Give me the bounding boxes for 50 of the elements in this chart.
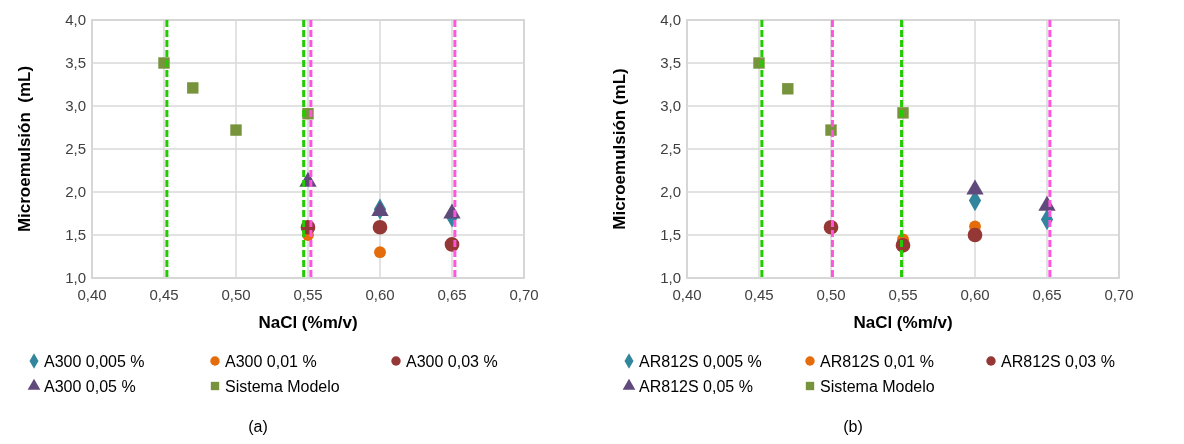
y-tick-label: 1,5: [65, 226, 86, 244]
legend-label: A300 0,01 %: [225, 352, 317, 370]
text: (a): [248, 418, 268, 435]
point: [372, 219, 388, 235]
x-tick-label: 0,60: [960, 286, 990, 303]
legend-label: AR812S 0,03 %: [1001, 352, 1115, 370]
y-tick-label: 4,0: [65, 11, 86, 29]
y-tick-label: 3,5: [660, 54, 681, 72]
x-tick-label: 0,55: [888, 286, 918, 303]
point: [187, 82, 199, 94]
legend-label: AR812S 0,01 %: [820, 352, 934, 370]
y-tick-label: 1,0: [65, 269, 86, 287]
y-tick-label: 1,5: [660, 226, 681, 244]
y-tick-label: 1,0: [660, 269, 681, 287]
y-tick-label: 3,5: [65, 54, 86, 72]
x-tick-label: 0,50: [816, 286, 846, 303]
x-tick-label: 0,45: [149, 286, 179, 303]
x-axis-title: NaCl (%m/v): [258, 313, 358, 332]
x-tick-label: 0,45: [744, 286, 774, 303]
y-tick-label: 3,0: [660, 97, 681, 115]
x-tick-label: 0,55: [293, 286, 323, 303]
x-tick-label: 0,50: [221, 286, 251, 303]
y-tick-label: 3,0: [65, 97, 86, 115]
x-tick-label: 0,60: [365, 286, 395, 303]
legend-label: A300 0,005 %: [44, 352, 145, 370]
x-tick-label: 0,40: [77, 286, 107, 303]
point: [230, 124, 242, 136]
y-axis-title: Microemulsión (mL): [610, 68, 629, 230]
y-tick-label: 2,5: [660, 140, 681, 158]
legend-label: Sistema Modelo: [820, 377, 935, 395]
y-tick-label: 2,5: [65, 140, 86, 158]
y-tick-label: 2,0: [660, 183, 681, 201]
legend-label: AR812S 0,005 %: [639, 352, 762, 370]
point: [782, 83, 794, 95]
x-tick-label: 0,65: [437, 286, 467, 303]
y-tick-label: 4,0: [660, 11, 681, 29]
text: (b): [843, 418, 863, 435]
legend-label: A300 0,05 %: [44, 377, 136, 395]
x-tick-label: 0,40: [672, 286, 702, 303]
x-axis-title: NaCl (%m/v): [853, 313, 953, 332]
x-tick-label: 0,70: [509, 286, 539, 303]
point: [967, 227, 983, 243]
y-axis-title: Microemulsión (mL): [15, 65, 34, 233]
legend-label: Sistema Modelo: [225, 377, 340, 395]
legend-label: AR812S 0,05 %: [639, 377, 753, 395]
y-tick-label: 2,0: [65, 183, 86, 201]
point: [374, 246, 386, 259]
legend-label: A300 0,03 %: [406, 352, 498, 370]
x-tick-label: 0,70: [1104, 286, 1134, 303]
x-tick-label: 0,65: [1032, 286, 1062, 303]
